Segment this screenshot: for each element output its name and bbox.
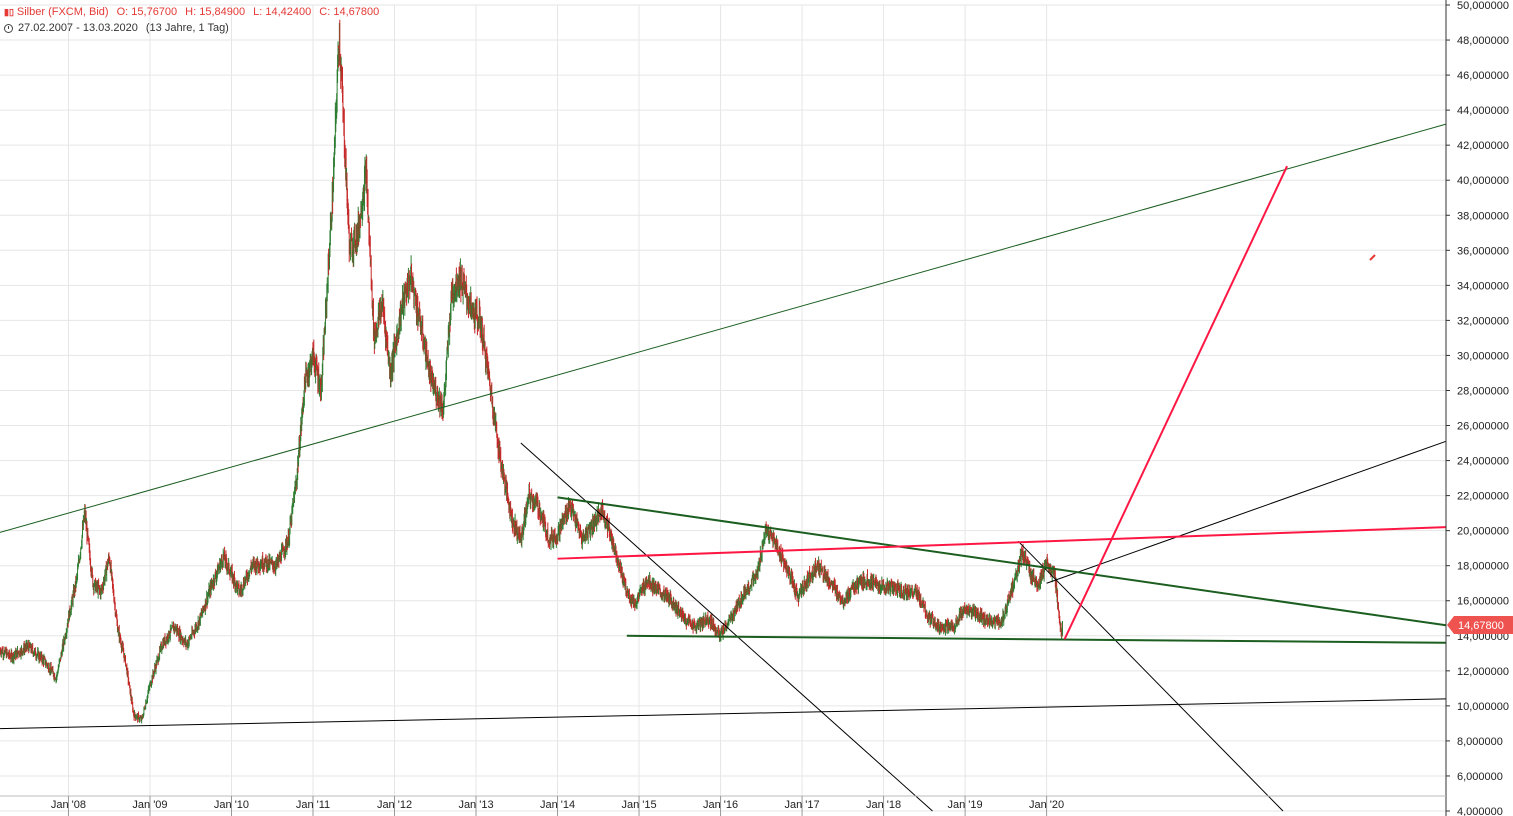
- x-tick-label: Jan '09: [132, 799, 167, 811]
- y-tick-label: 44,000000: [1457, 105, 1509, 117]
- y-tick-label: 32,000000: [1457, 315, 1509, 327]
- trendline-green-thick: [557, 496, 1447, 627]
- trendline-black-thin: [520, 442, 933, 812]
- trendline-black-thin: [1017, 540, 1284, 812]
- period-label: (13 Jahre, 1 Tag): [145, 22, 229, 34]
- y-tick-label: 30,000000: [1457, 350, 1509, 362]
- price-axis: 4,000000 6,000000 8,000000 10,000000 12,0000…: [1446, 0, 1509, 816]
- time-axis: Jan '08 Jan '09 Jan '10 Jan '11 Jan '12 Jan '…: [51, 796, 1064, 816]
- chart-grid: [0, 4, 1446, 812]
- current-price-label: 14,67800: [1458, 620, 1504, 632]
- x-tick-label: Jan '12: [377, 799, 412, 811]
- close-label: C:: [319, 6, 331, 18]
- y-tick-label: 26,000000: [1457, 421, 1509, 433]
- y-tick-label: 6,000000: [1457, 771, 1503, 783]
- candlestick-series: [0, 19, 1063, 724]
- x-tick-label: Jan '10: [214, 799, 249, 811]
- y-tick-label: 10,000000: [1457, 701, 1509, 713]
- x-tick-label: Jan '16: [703, 799, 738, 811]
- y-tick-label: 22,000000: [1457, 491, 1509, 503]
- y-tick-label: 38,000000: [1457, 210, 1509, 222]
- chart-header: ▮▯ Silber (FXCM, Bid) O: 15,76700 H: 15,…: [4, 4, 379, 36]
- chart-bars-icon: ▮▯: [4, 7, 14, 17]
- y-tick-label: 42,000000: [1457, 140, 1509, 152]
- x-tick-label: Jan '18: [866, 799, 901, 811]
- ohlc-row: ▮▯ Silber (FXCM, Bid) O: 15,76700 H: 15,…: [4, 4, 379, 20]
- x-tick-label: Jan '14: [540, 799, 575, 811]
- trendline-black-thin: [1046, 440, 1447, 584]
- y-tick-label: 18,000000: [1457, 561, 1509, 573]
- y-tick-label: 8,000000: [1457, 736, 1503, 748]
- trendline-black-thin: [0, 698, 1447, 730]
- y-tick-label: 36,000000: [1457, 245, 1509, 257]
- low-label: L:: [253, 6, 263, 18]
- trendline-red-thick: [1063, 165, 1288, 640]
- trendline-green-thin: [0, 123, 1447, 533]
- small-red-mark: [1369, 254, 1376, 261]
- x-tick-label: Jan '13: [458, 799, 493, 811]
- y-tick-label: 12,000000: [1457, 666, 1509, 678]
- x-tick-label: Jan '11: [296, 799, 330, 811]
- trendline-green-thick: [626, 634, 1447, 644]
- open-value: 15,76700: [131, 6, 178, 18]
- y-tick-label: 20,000000: [1457, 526, 1509, 538]
- open-label: O:: [116, 6, 129, 18]
- low-value: 14,42400: [265, 6, 312, 18]
- close-value: 14,67800: [333, 6, 380, 18]
- current-price-badge[interactable]: 14,67800: [1447, 616, 1513, 634]
- x-tick-label: Jan '15: [621, 799, 656, 811]
- trendlines: [0, 123, 1447, 812]
- y-tick-label: 28,000000: [1457, 385, 1509, 397]
- trendline-red-thick: [557, 526, 1447, 560]
- x-tick-label: Jan '20: [1029, 799, 1064, 811]
- y-tick-label: 46,000000: [1457, 70, 1509, 82]
- y-tick-label: 16,000000: [1457, 596, 1509, 608]
- clock-icon: [4, 23, 13, 33]
- x-tick-label: Jan '17: [784, 799, 819, 811]
- x-tick-label: Jan '08: [51, 799, 86, 811]
- x-tick-label: Jan '19: [948, 799, 983, 811]
- high-label: H:: [185, 6, 197, 18]
- y-tick-label: 4,000000: [1457, 806, 1503, 816]
- y-tick-label: 48,000000: [1457, 35, 1509, 47]
- symbol-name[interactable]: Silber (FXCM, Bid): [16, 6, 109, 18]
- y-tick-label: 40,000000: [1457, 175, 1509, 187]
- date-range[interactable]: 27.02.2007 - 13.03.2020: [18, 22, 138, 34]
- y-tick-label: 34,000000: [1457, 280, 1509, 292]
- y-tick-label: 24,000000: [1457, 456, 1509, 468]
- range-row: 27.02.2007 - 13.03.2020 (13 Jahre, 1 Tag…: [4, 20, 379, 36]
- high-value: 15,84900: [199, 6, 246, 18]
- y-tick-label: 50,000000: [1457, 0, 1509, 12]
